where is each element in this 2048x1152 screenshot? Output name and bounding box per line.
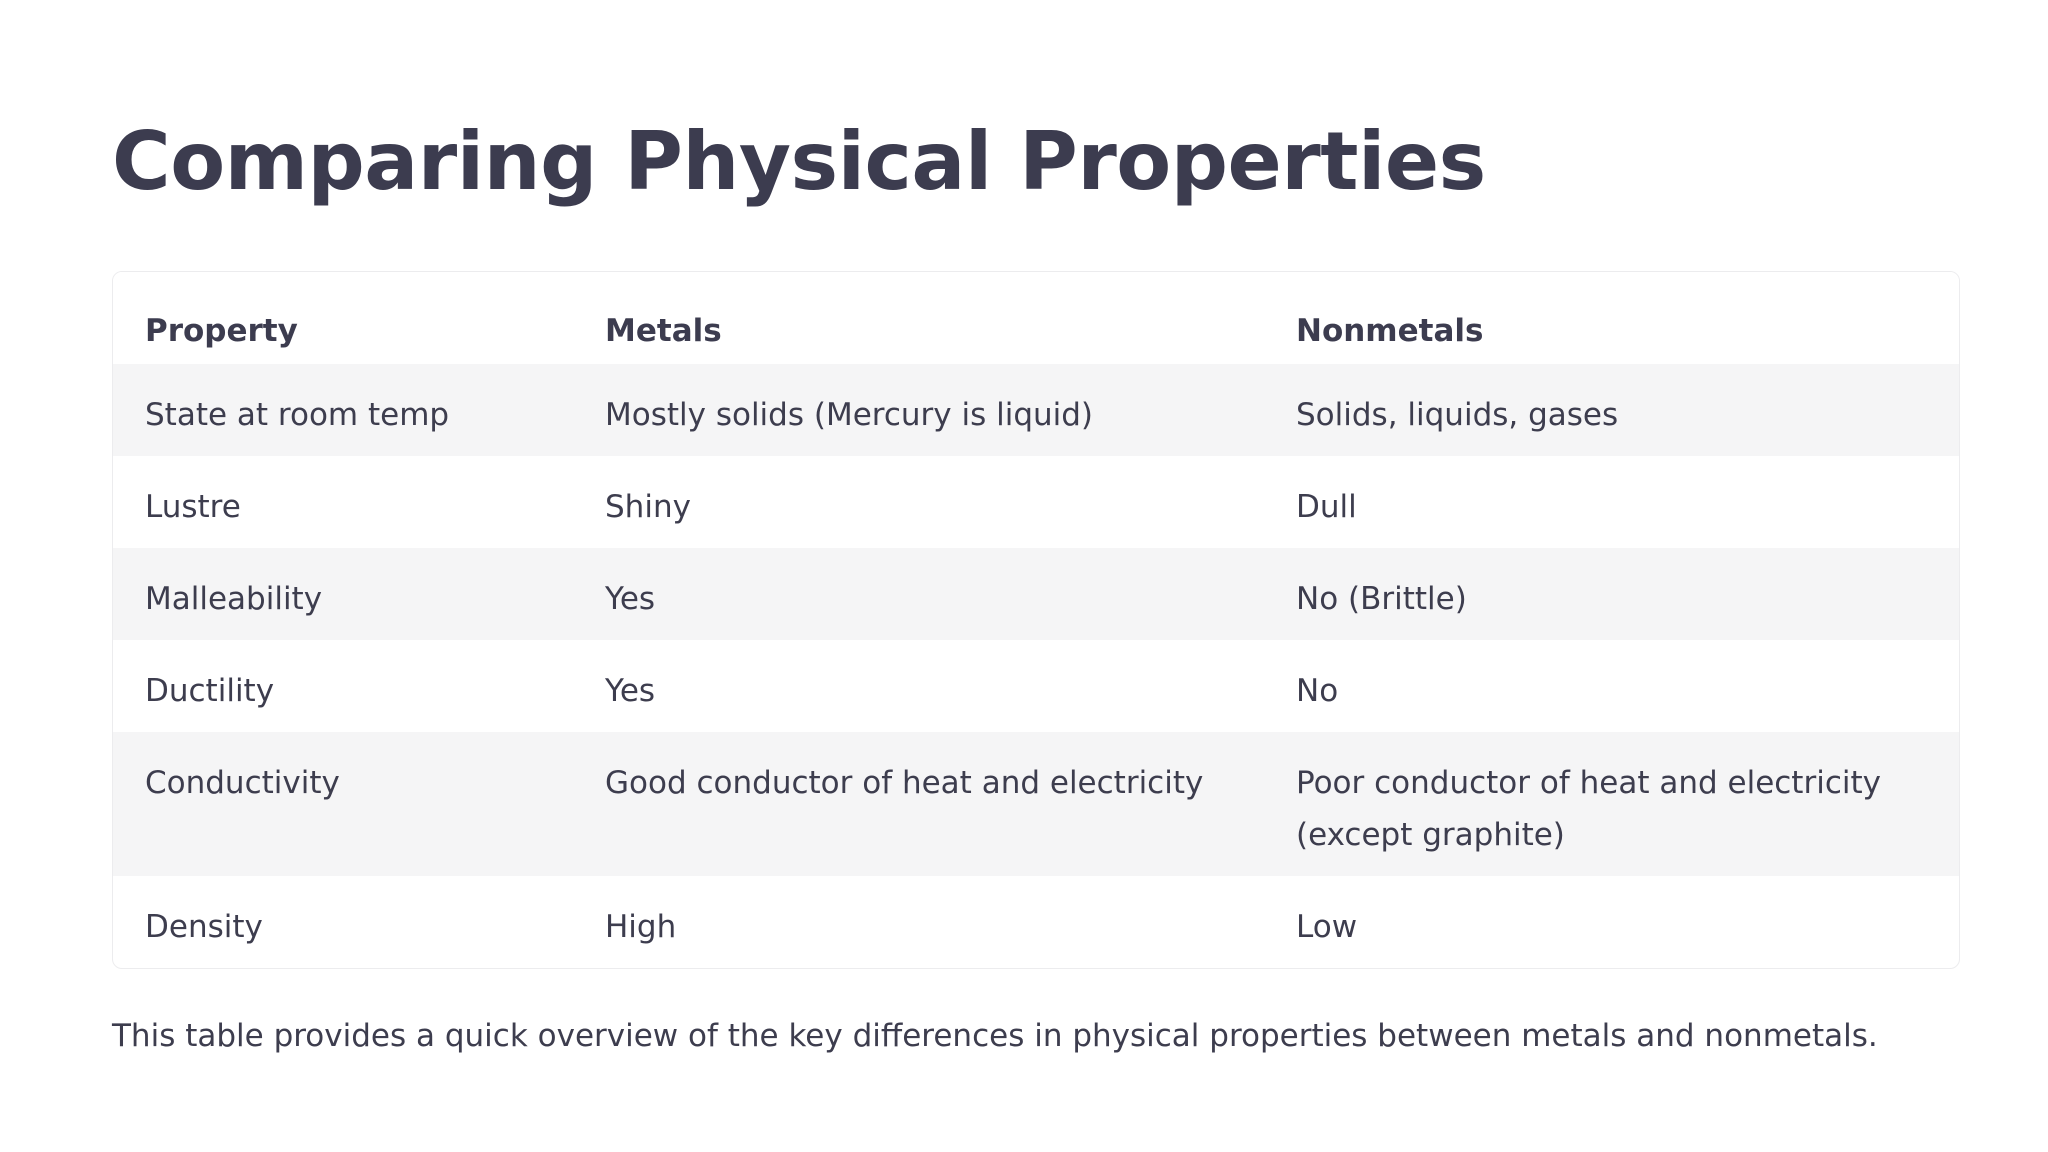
cell-property: Lustre <box>145 489 241 525</box>
cell-property: Conductivity <box>113 732 573 876</box>
cell-nonmetals: No (Brittle) <box>1264 548 1959 640</box>
cell-property: Density <box>145 909 263 945</box>
page-title: Comparing Physical Properties <box>112 115 1486 208</box>
header-metals: Metals <box>573 272 1264 364</box>
table-header-row: Property Metals Nonmetals <box>113 272 1959 364</box>
cell-nonmetals: Poor conductor of heat and electricity (… <box>1264 732 1959 876</box>
header-nonmetals: Nonmetals <box>1264 272 1959 364</box>
cell-nonmetals: Solids, liquids, gases <box>1264 364 1959 456</box>
cell-metals: Yes <box>573 548 1264 640</box>
cell-metals: Good conductor of heat and electricity <box>573 732 1264 876</box>
properties-table-container: Property Metals Nonmetals State at room … <box>112 271 1960 969</box>
cell-metals: High <box>605 909 677 945</box>
table-row: Ductility Yes No <box>113 640 1959 732</box>
cell-property: Ductility <box>145 673 275 709</box>
table-caption: This table provides a quick overview of … <box>112 1018 1878 1054</box>
cell-property: Malleability <box>113 548 573 640</box>
cell-property: State at room temp <box>113 364 573 456</box>
cell-metals: Shiny <box>605 489 691 525</box>
table-row: State at room temp Mostly solids (Mercur… <box>113 364 1959 456</box>
cell-nonmetals: Low <box>1296 909 1358 945</box>
table-row: Density High Low <box>113 876 1959 968</box>
cell-metals: Mostly solids (Mercury is liquid) <box>573 364 1264 456</box>
cell-nonmetals: Dull <box>1296 489 1357 525</box>
table-row: Conductivity Good conductor of heat and … <box>113 732 1959 876</box>
properties-table: Property Metals Nonmetals State at room … <box>113 272 1959 968</box>
header-property: Property <box>113 272 573 364</box>
table-row: Lustre Shiny Dull <box>113 456 1959 548</box>
cell-nonmetals: No <box>1296 673 1339 709</box>
table-row: Malleability Yes No (Brittle) <box>113 548 1959 640</box>
cell-metals: Yes <box>605 673 656 709</box>
